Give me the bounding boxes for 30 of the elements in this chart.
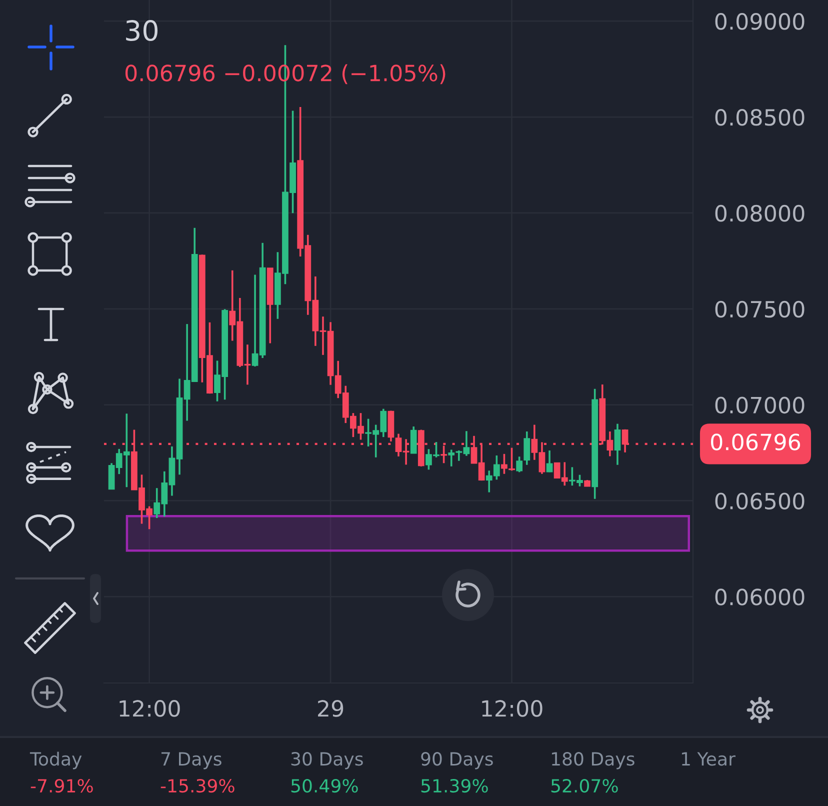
text: 7 Days bbox=[161, 752, 222, 770]
candlestick bbox=[614, 422, 621, 466]
candlestick bbox=[501, 453, 508, 475]
text: -15.39% bbox=[160, 778, 234, 793]
candlestick bbox=[508, 446, 515, 472]
y-tick-label: 0.08000 bbox=[715, 204, 804, 222]
y-tick-label: 0.09000 bbox=[715, 13, 804, 30]
text: -7.91% bbox=[30, 778, 93, 793]
y-tick-label: 0.07000 bbox=[715, 396, 804, 414]
text: 1 Year bbox=[682, 752, 736, 766]
y-tick-label: 0.07500 bbox=[715, 300, 804, 318]
text: 90 Days bbox=[421, 752, 493, 770]
text: 30 Days bbox=[291, 752, 363, 770]
y-tick-label: 0.06000 bbox=[715, 588, 804, 606]
x-tick-label: 12:00 bbox=[120, 700, 180, 717]
text: 180 Days bbox=[552, 752, 634, 770]
x-tick-label: 12:00 bbox=[482, 700, 542, 717]
text: 30 bbox=[126, 20, 158, 42]
text: Today bbox=[30, 752, 82, 770]
x-tick-label: 29 bbox=[318, 700, 344, 717]
y-tick-label: 0.06500 bbox=[715, 492, 804, 510]
text: 51.39% bbox=[421, 778, 488, 793]
candlestick bbox=[410, 426, 417, 454]
text: 50.49% bbox=[291, 778, 358, 793]
ref-line-label: 0.06796 bbox=[711, 434, 800, 450]
text: 52.07% bbox=[551, 778, 618, 793]
y-tick-label: 0.08500 bbox=[715, 108, 804, 126]
candlestick bbox=[516, 456, 523, 474]
candlestick bbox=[546, 450, 553, 474]
candlestick bbox=[524, 430, 530, 466]
